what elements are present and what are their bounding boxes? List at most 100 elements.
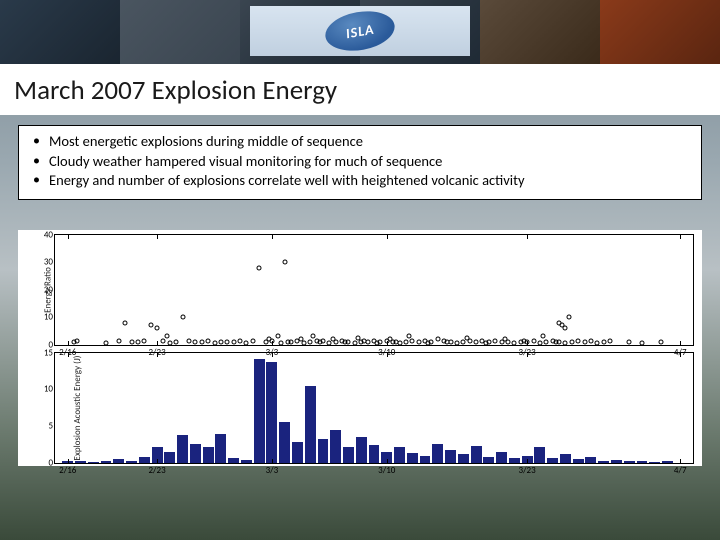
scatter-point	[279, 340, 284, 345]
bar	[88, 462, 99, 463]
bar-chart: Explosion Acoustic Energy (J) 051015 2/1…	[54, 352, 694, 464]
scatter-point	[576, 339, 581, 344]
y-tick-label: 10	[44, 312, 53, 323]
scatter-point	[582, 340, 587, 345]
scatter-point	[244, 340, 249, 345]
scatter-point	[639, 340, 644, 345]
scatter-point	[435, 337, 440, 342]
scatter-point	[193, 340, 198, 345]
scatter-point	[566, 315, 571, 320]
bar	[420, 456, 431, 463]
bullet-box: Most energetic explosions during middle …	[18, 125, 702, 200]
bar	[139, 457, 150, 463]
scatter-point	[135, 340, 140, 345]
scatter-point	[206, 339, 211, 344]
charts-wrapper: Energy Ratio 010203040 2/162/233/33/103/…	[18, 230, 702, 466]
bar	[534, 447, 545, 462]
y-tick-label: 30	[44, 257, 53, 268]
scatter-point	[212, 340, 217, 345]
scatter-point	[627, 339, 632, 344]
scatter-point	[486, 339, 491, 344]
bar-area	[55, 353, 693, 463]
bar	[611, 460, 622, 463]
scatter-point	[276, 334, 281, 339]
scatter-point	[557, 339, 562, 344]
scatter-point	[397, 340, 402, 345]
scatter-y-ticks: 010203040	[33, 235, 53, 345]
x-tick-label: 3/3	[266, 465, 279, 476]
bar	[318, 439, 329, 462]
bullet-item: Cloudy weather hampered visual monitorin…	[29, 152, 691, 172]
bar	[445, 450, 456, 463]
logo-text: ISLA	[344, 20, 375, 42]
scatter-point	[595, 340, 600, 345]
scatter-point	[569, 339, 574, 344]
scatter-point	[186, 339, 191, 344]
bar	[113, 459, 124, 463]
scatter-point	[601, 339, 606, 344]
logo-container: ISLA	[250, 6, 470, 56]
scatter-point	[174, 339, 179, 344]
scatter-point	[167, 340, 172, 345]
slide-title: March 2007 Explosion Energy	[14, 74, 706, 107]
y-tick-label: 15	[44, 347, 53, 358]
scatter-point	[410, 339, 415, 344]
banner-image	[480, 0, 600, 64]
bullet-item: Energy and number of explosions correlat…	[29, 171, 691, 191]
scatter-point	[659, 339, 664, 344]
scatter-point	[454, 340, 459, 345]
y-tick-label: 5	[48, 421, 53, 432]
scatter-point	[116, 339, 121, 344]
bar	[177, 435, 188, 463]
bar	[662, 461, 673, 462]
scatter-point	[467, 339, 472, 344]
bar	[254, 359, 265, 463]
scatter-point	[588, 338, 593, 343]
bar	[279, 422, 290, 462]
bar	[369, 445, 380, 463]
scatter-point	[164, 334, 169, 339]
scatter-point	[541, 334, 546, 339]
bar	[343, 447, 354, 462]
bar	[292, 442, 303, 463]
bar	[241, 460, 252, 463]
banner-image	[120, 0, 240, 64]
bar	[305, 386, 316, 463]
scatter-point	[416, 340, 421, 345]
scatter-point	[250, 338, 255, 343]
scatter-point	[289, 340, 294, 345]
bar	[458, 454, 469, 463]
scatter-point	[180, 315, 185, 320]
scatter-chart: Energy Ratio 010203040 2/162/233/33/103/…	[54, 234, 694, 346]
scatter-point	[199, 339, 204, 344]
x-tick-label: 2/16	[59, 465, 76, 476]
scatter-point	[403, 339, 408, 344]
bar	[215, 434, 226, 463]
scatter-point	[257, 265, 262, 270]
scatter-point	[123, 320, 128, 325]
bar-y-ticks: 051015	[33, 353, 53, 463]
bar	[560, 454, 571, 463]
x-tick-label: 2/23	[148, 465, 165, 476]
bar	[637, 461, 648, 463]
bar	[598, 461, 609, 463]
bar	[203, 447, 214, 462]
scatter-point	[537, 340, 542, 345]
logo-icon: ISLA	[322, 6, 398, 56]
y-tick-label: 10	[44, 384, 53, 395]
scatter-point	[474, 340, 479, 345]
y-tick-label: 0	[48, 457, 53, 468]
scatter-point	[563, 326, 568, 331]
bar-x-ticks: 2/162/233/33/103/234/7	[55, 465, 693, 477]
bar	[573, 459, 584, 463]
bar	[509, 458, 520, 462]
x-tick-label: 3/23	[519, 465, 536, 476]
scatter-point	[544, 339, 549, 344]
scatter-point	[320, 338, 325, 343]
scatter-point	[75, 338, 80, 343]
scatter-point	[448, 339, 453, 344]
bar	[190, 444, 201, 462]
bar	[330, 430, 341, 463]
bar	[266, 362, 277, 463]
x-tick-label: 4/7	[674, 465, 687, 476]
